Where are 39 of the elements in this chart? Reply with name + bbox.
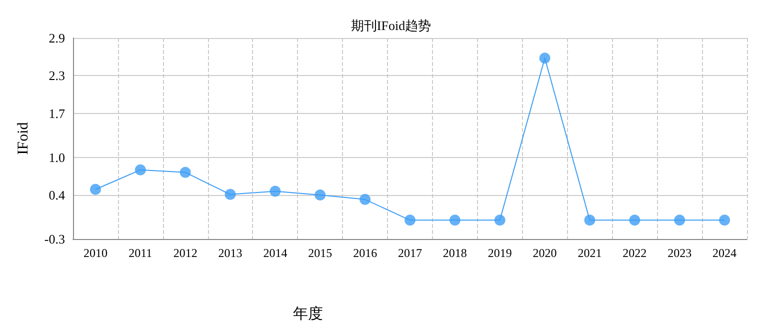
point xyxy=(674,214,686,226)
point xyxy=(180,166,191,178)
x-tick-label: 2013 xyxy=(218,246,242,260)
point xyxy=(314,190,326,201)
x-tick-label: 2015 xyxy=(308,246,332,260)
point xyxy=(270,186,281,197)
x-tick-label: 2018 xyxy=(442,246,467,260)
y-tick-label: 2.3 xyxy=(48,68,65,84)
y-tick-label: -0.3 xyxy=(44,232,65,246)
x-tick-label: 2016 xyxy=(353,246,378,260)
point xyxy=(494,214,506,226)
x-axis-title: 年度 xyxy=(293,306,323,322)
x-tick-label: 2014 xyxy=(263,246,288,260)
point xyxy=(134,164,146,176)
x-tick-label: 2010 xyxy=(83,246,108,260)
point xyxy=(360,194,371,205)
x-tick-label: 2021 xyxy=(578,246,602,260)
point xyxy=(404,214,416,226)
point xyxy=(584,214,596,226)
point xyxy=(539,52,550,64)
point xyxy=(224,188,236,200)
y-tick-label: 0.4 xyxy=(48,188,66,203)
x-tick-label: 2020 xyxy=(532,246,557,260)
y-axis-title: IFoid xyxy=(16,122,32,155)
y-tick-label: 1.7 xyxy=(48,106,66,121)
x-tick-label: 2019 xyxy=(488,246,512,260)
point xyxy=(719,214,730,226)
y-tick-label: 1.0 xyxy=(48,150,65,165)
y-tick-label: 2.9 xyxy=(48,30,65,46)
point xyxy=(90,184,101,195)
x-tick-label: 2017 xyxy=(398,246,422,260)
point xyxy=(449,214,460,226)
x-tick-label: 2023 xyxy=(668,246,692,260)
x-tick-label: 2022 xyxy=(622,246,647,260)
point xyxy=(629,214,640,226)
x-tick-label: 2024 xyxy=(712,246,737,260)
x-tick-label: 2011 xyxy=(128,246,152,260)
x-tick-label: 2012 xyxy=(173,246,198,260)
chart-title: 期刊IFoid趋势 xyxy=(350,18,432,33)
